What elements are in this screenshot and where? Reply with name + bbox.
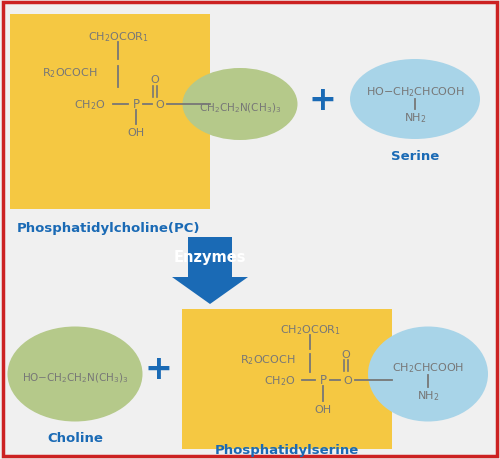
Text: OH: OH (128, 128, 144, 138)
Text: CH$_2$CHCOOH: CH$_2$CHCOOH (392, 360, 464, 374)
Text: Enzymes: Enzymes (174, 250, 246, 265)
Text: HO$-$CH$_2$CH$_2$N(CH$_3$)$_3$: HO$-$CH$_2$CH$_2$N(CH$_3$)$_3$ (22, 370, 128, 384)
Text: NH$_2$: NH$_2$ (404, 111, 426, 125)
Ellipse shape (368, 327, 488, 421)
Text: HO$-$CH$_2$CHCOOH: HO$-$CH$_2$CHCOOH (366, 85, 464, 99)
Text: R$_2$OCOCH: R$_2$OCOCH (42, 66, 98, 80)
Text: Phosphatidylserine: Phosphatidylserine (215, 443, 359, 456)
Text: O: O (156, 100, 164, 110)
Text: NH$_2$: NH$_2$ (416, 388, 440, 402)
Text: CH$_2$OCOR$_1$: CH$_2$OCOR$_1$ (88, 30, 148, 44)
Text: CH$_2$O: CH$_2$O (264, 373, 296, 387)
Text: Phosphatidylcholine(PC): Phosphatidylcholine(PC) (16, 222, 200, 235)
Text: CH$_2$CH$_2$N(CH$_3$)$_3$: CH$_2$CH$_2$N(CH$_3$)$_3$ (199, 101, 281, 115)
Text: O: O (150, 75, 160, 85)
Ellipse shape (8, 327, 142, 421)
Text: CH$_2$O: CH$_2$O (74, 98, 106, 112)
Text: +: + (308, 84, 336, 116)
Ellipse shape (350, 60, 480, 140)
Text: P: P (132, 98, 140, 111)
Polygon shape (172, 237, 248, 304)
Text: Choline: Choline (47, 431, 103, 444)
FancyBboxPatch shape (10, 15, 210, 210)
Text: O: O (344, 375, 352, 385)
FancyBboxPatch shape (3, 3, 497, 456)
Ellipse shape (182, 69, 298, 141)
FancyBboxPatch shape (182, 309, 392, 449)
Text: Serine: Serine (391, 150, 439, 162)
Text: P: P (320, 374, 326, 386)
Text: OH: OH (314, 404, 332, 414)
Text: CH$_2$OCOR$_1$: CH$_2$OCOR$_1$ (280, 322, 340, 336)
Text: O: O (342, 349, 350, 359)
Text: R$_2$OCOCH: R$_2$OCOCH (240, 353, 296, 366)
Text: +: + (144, 353, 172, 386)
